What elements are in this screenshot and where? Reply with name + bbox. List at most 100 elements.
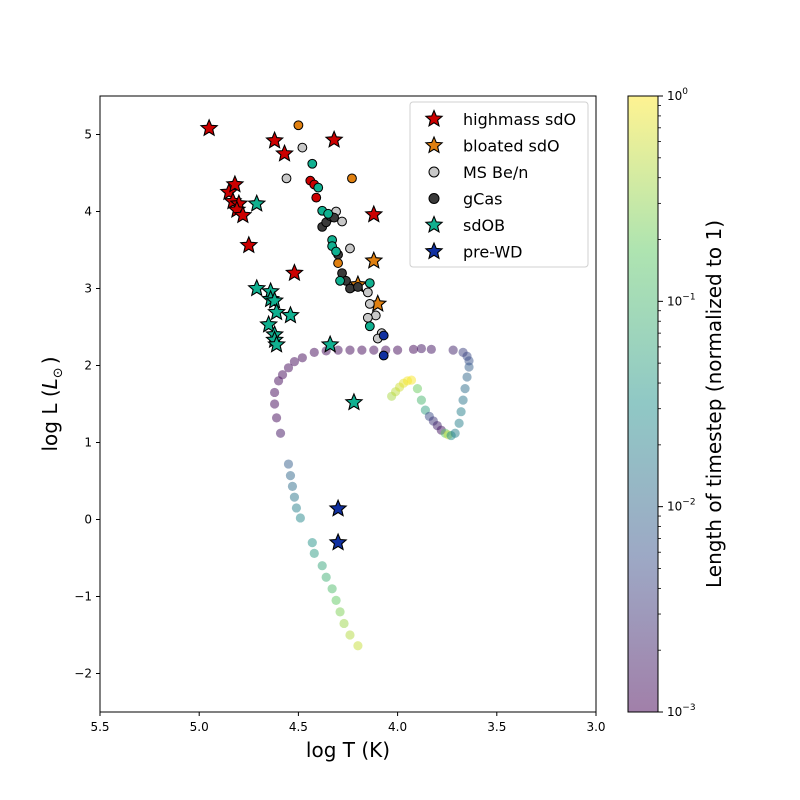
x-axis-label: log T (K) xyxy=(306,738,390,762)
track-point xyxy=(271,413,282,423)
points-layer xyxy=(199,118,389,551)
track-point xyxy=(327,584,337,594)
x-tick-label: 4.0 xyxy=(388,720,407,734)
be-n-orange-point xyxy=(347,173,357,184)
track-point xyxy=(283,363,294,373)
gcas-point xyxy=(345,283,355,294)
x-tick-label: 3.0 xyxy=(586,720,605,734)
x-tick-label: 5.5 xyxy=(90,720,109,734)
gcas-point xyxy=(353,282,363,292)
highmass-sdo-point xyxy=(233,205,253,224)
x-tick-label: 3.5 xyxy=(487,720,506,734)
legend-label: gCas xyxy=(463,190,502,209)
track-point xyxy=(269,399,280,409)
track-point xyxy=(309,548,319,558)
legend-item: gCas xyxy=(428,190,502,209)
pre-wd-point xyxy=(328,498,348,517)
sdob-circles-point xyxy=(364,321,375,332)
colorbar: 10−3 10−2 10−1 100 Length of timestep (norm… xyxy=(627,87,726,719)
legend-item: bloated sdO xyxy=(424,135,560,156)
track-point xyxy=(289,357,300,367)
track-point xyxy=(285,471,296,481)
highmass-sdo-point xyxy=(324,129,344,148)
pre-wd-circles-point xyxy=(378,350,389,361)
highmass-sdo-point xyxy=(364,204,384,223)
track-point xyxy=(353,641,363,651)
colorbar-gradient xyxy=(628,96,658,712)
track-point xyxy=(275,428,286,438)
track-point xyxy=(317,561,327,571)
ms-be-n-point xyxy=(364,299,375,309)
sdob-point xyxy=(281,305,300,324)
colorbar-tick-label: 10−3 xyxy=(667,703,696,719)
highmass-sdo-point xyxy=(239,235,259,254)
track-point xyxy=(331,595,341,605)
sdob-circles-point xyxy=(323,208,334,219)
track-point xyxy=(321,572,331,582)
colorbar-tick-label: 10−1 xyxy=(667,292,696,308)
legend-item: sdOB xyxy=(424,215,505,235)
track-point xyxy=(307,538,317,548)
legend: highmass sdO bloated sdO MS Be/n gCas sdOB pr… xyxy=(409,101,589,268)
bloated-sdo-point xyxy=(364,250,384,269)
track-point xyxy=(412,384,423,394)
y-tick-label: 5 xyxy=(84,128,92,142)
track-point xyxy=(369,345,379,355)
legend-label: sdOB xyxy=(463,216,505,235)
track-point xyxy=(287,481,298,491)
pre-wd-point xyxy=(328,532,348,551)
track-point xyxy=(345,345,355,355)
track-point xyxy=(448,345,458,355)
colorbar-tick-label: 10−2 xyxy=(667,498,696,514)
sdob-circles-point xyxy=(331,246,341,257)
colorbar-frame xyxy=(627,95,659,713)
highmass-sdo-point xyxy=(275,143,294,162)
colorbar-label: Length of timestep (normalized to 1) xyxy=(702,220,726,588)
track-point xyxy=(456,407,466,417)
track-point xyxy=(335,607,345,617)
sdob-point xyxy=(259,314,279,333)
track-point xyxy=(416,395,427,405)
sdob-point xyxy=(265,290,285,309)
track-point xyxy=(460,384,470,394)
colorbar-tick-label: 100 xyxy=(667,87,688,103)
y-tick-label: 1 xyxy=(84,436,92,450)
sdob-point xyxy=(267,302,287,321)
legend-label: bloated sdO xyxy=(463,137,560,156)
legend-item: pre-WD xyxy=(424,241,523,262)
highmass-sdo-point xyxy=(225,174,245,193)
legend-label: highmass sdO xyxy=(463,110,576,129)
track-point xyxy=(393,345,403,355)
x-tick-label: 5.0 xyxy=(190,720,209,734)
sdob-point xyxy=(247,193,267,212)
legend-marker xyxy=(424,109,444,128)
legend-marker xyxy=(428,166,440,178)
y-tick-label: 2 xyxy=(84,359,92,373)
y-tick-label: −2 xyxy=(74,667,92,681)
sdob-point xyxy=(267,334,287,353)
ms-be-n-point xyxy=(337,216,347,227)
x-ticks: 5.5 5.0 4.5 4.0 3.5 3.0 xyxy=(90,712,606,734)
y-tick-label: 4 xyxy=(84,205,92,219)
track-point xyxy=(291,503,302,513)
legend-marker xyxy=(424,241,444,260)
pre-wd-circles-point xyxy=(378,330,389,341)
be-n-orange-point xyxy=(293,120,304,131)
legend-marker xyxy=(424,215,444,234)
axes-frame xyxy=(99,95,597,713)
x-tick-label: 4.5 xyxy=(289,720,308,734)
ms-be-n-point xyxy=(370,310,381,321)
track-point xyxy=(462,372,472,382)
y-tick-label: 0 xyxy=(84,513,92,527)
ms-be-n-point xyxy=(362,312,373,323)
track-point xyxy=(406,375,417,385)
y-axis-label-sub: ⊙ xyxy=(51,367,66,378)
legend-marker xyxy=(424,135,444,154)
track-point xyxy=(454,418,464,428)
track-point xyxy=(416,343,427,354)
legend-label: MS Be/n xyxy=(463,163,528,182)
y-ticks: −2 −1 0 1 2 3 4 5 xyxy=(74,128,100,681)
sdob-circles-point xyxy=(307,158,318,169)
legend-item: highmass sdO xyxy=(424,109,576,129)
track-point xyxy=(297,353,307,363)
